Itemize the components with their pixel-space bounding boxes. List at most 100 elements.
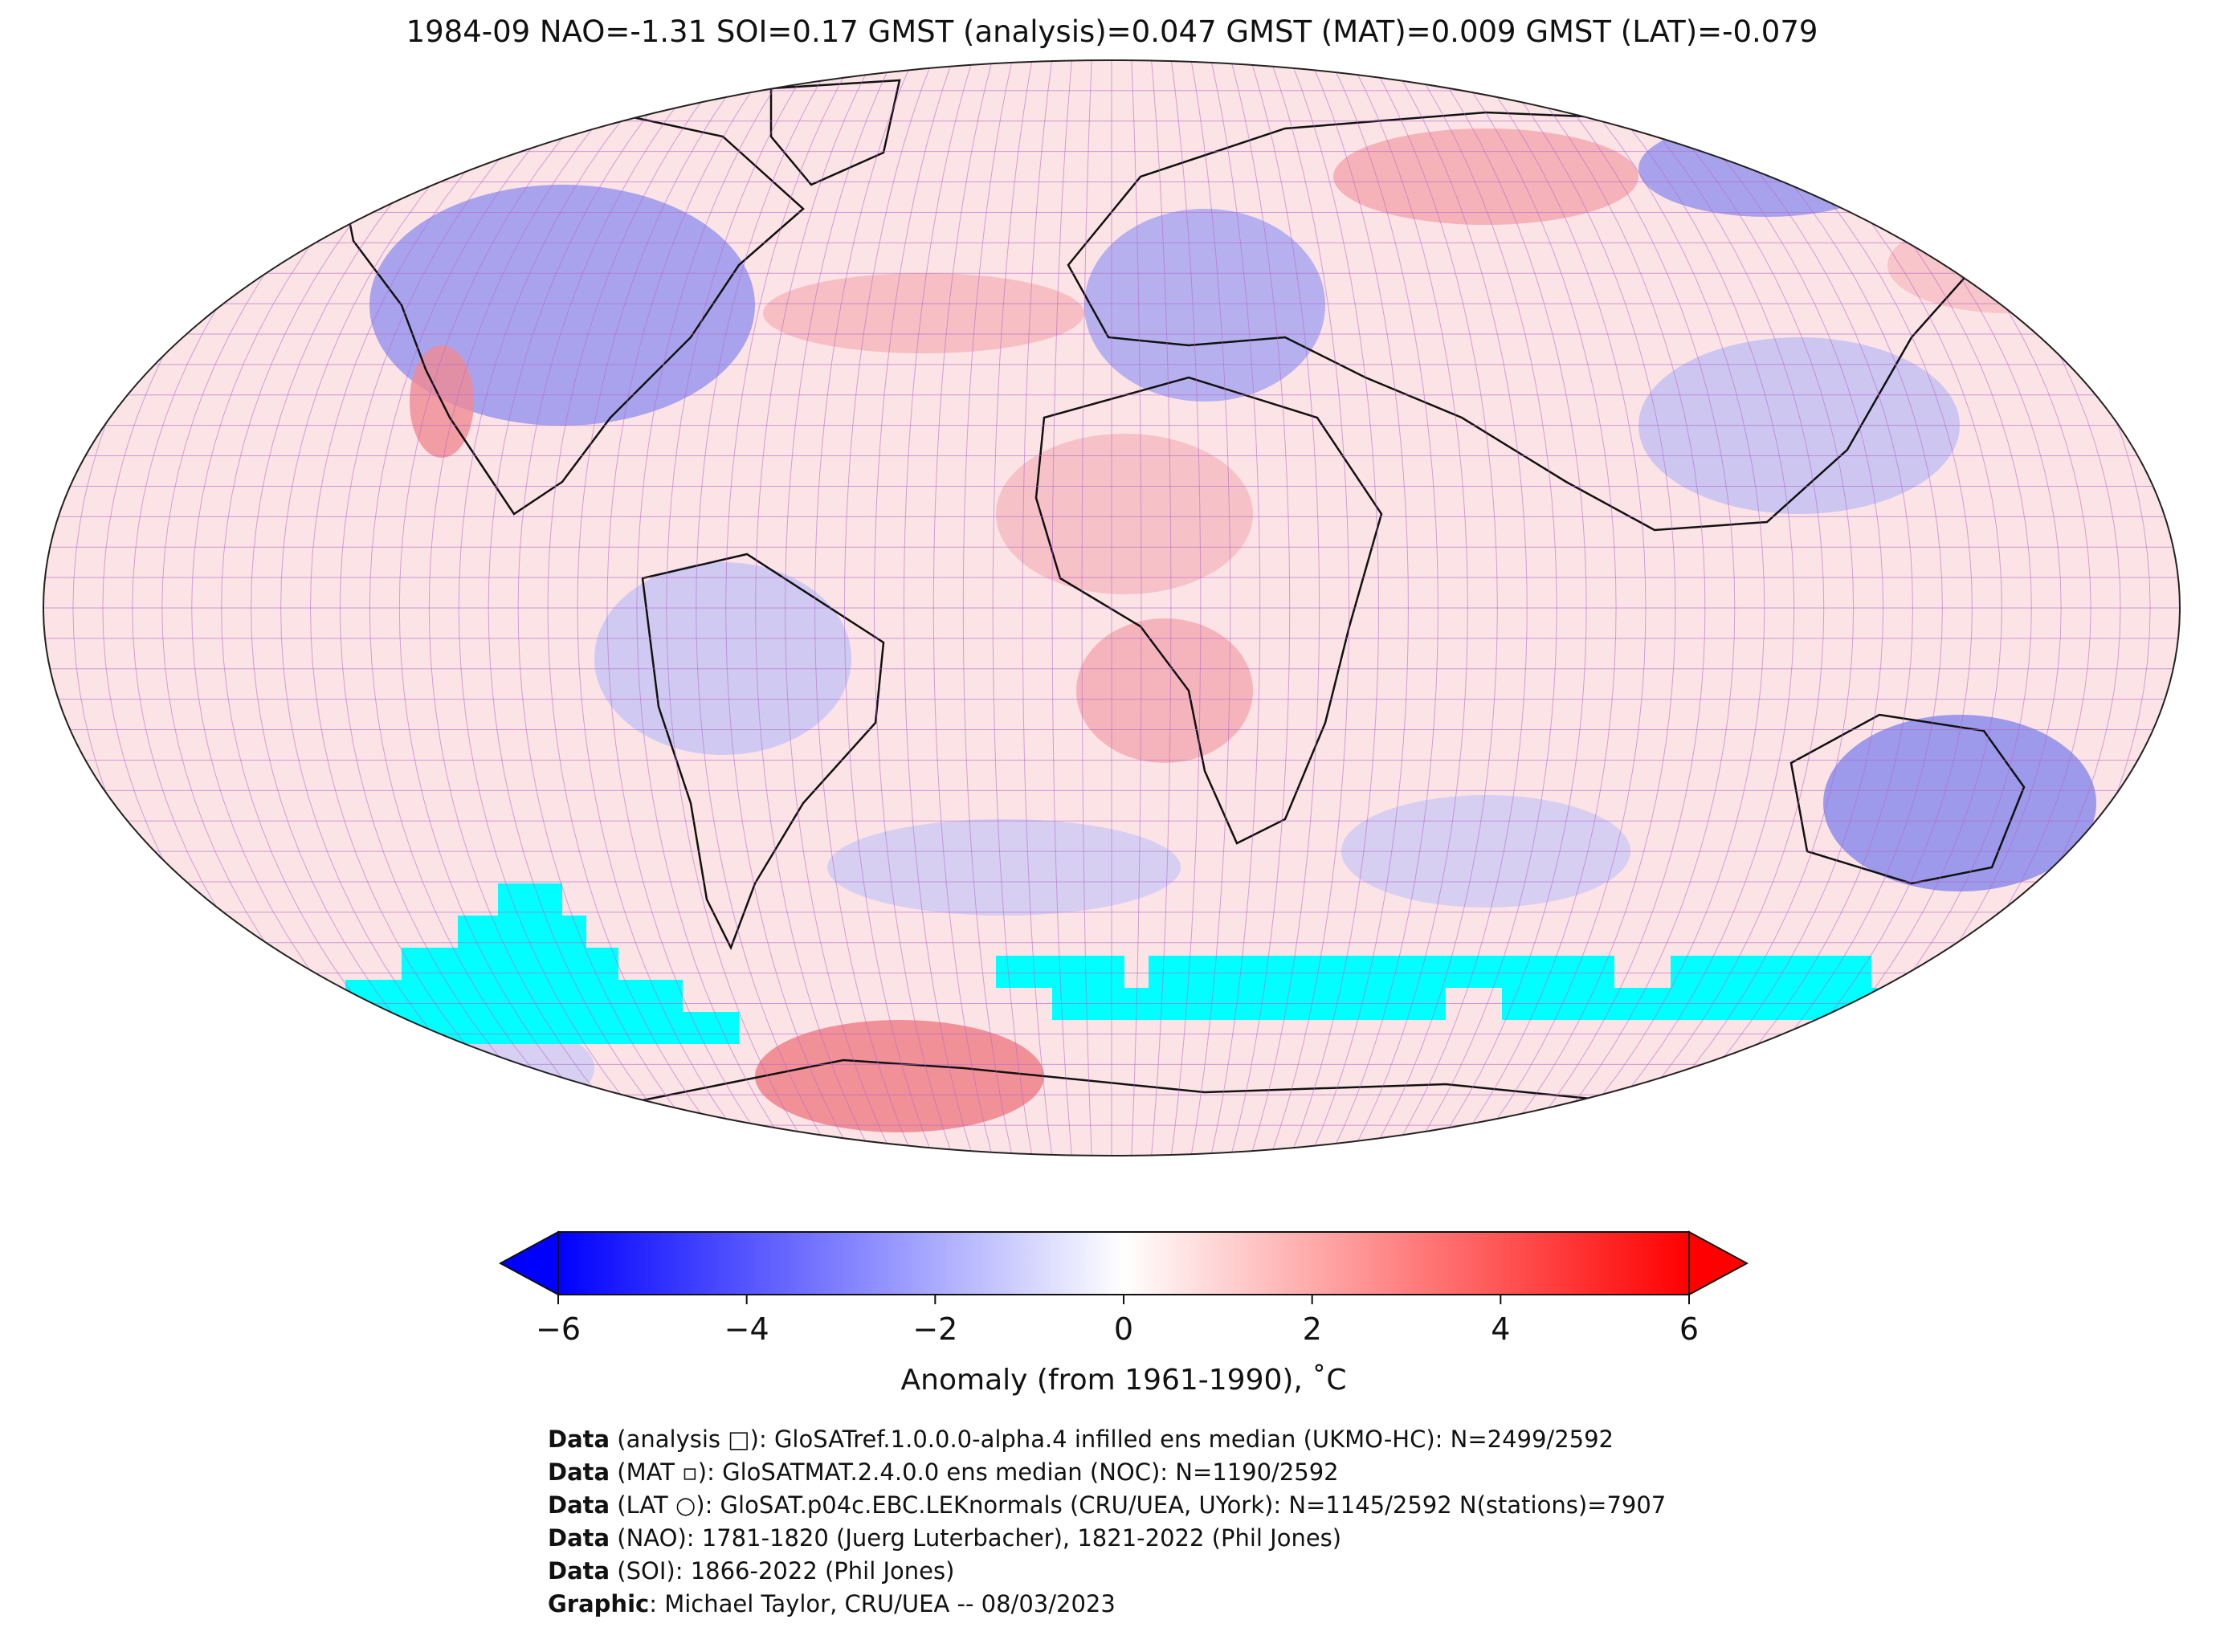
grid-meridian [992,60,1033,1156]
credit-key: Data [548,1491,610,1519]
grid-meridian [932,60,993,1156]
credit-text: (MAT ▫): GloSATMAT.2.4.0.0 ens median (N… [610,1458,1339,1486]
grid-meridian [814,60,913,1156]
colorbar-tick-label: −4 [724,1311,769,1347]
colorbar-ticks: −6 −4 −2 0 2 4 6 [536,1295,1699,1347]
map-boundary [43,59,2181,1156]
grid-meridian [517,60,714,1156]
grid-meridian [1668,60,1943,1156]
grid-meridian [398,60,635,1156]
credit-line: Data (MAT ▫): GloSATMAT.2.4.0.0 ens medi… [548,1456,1666,1489]
grid-meridian [725,60,854,1156]
grid-meridian [221,60,515,1156]
grid-meridian [1270,60,1350,1156]
credit-key: Data [548,1458,610,1486]
colorbar-tick-label: 4 [1491,1311,1510,1347]
grid-meridian [696,60,834,1156]
warm-anomaly-gulf-of-guinea [1076,618,1253,763]
grid-meridian [873,60,953,1156]
credit-text: (analysis □): GloSATref.1.0.0.0-alpha.4 … [610,1426,1614,1453]
australia-outline [1789,713,2026,885]
grid-meridian [1081,60,1092,1156]
grid-meridian [1310,60,1409,1156]
grid-meridian [488,60,694,1156]
credit-line: Data (LAT ○): GloSAT.p04c.EBC.LEKnormals… [548,1489,1666,1522]
grid-meridian [458,60,675,1156]
colorbar-tick-label: 0 [1114,1311,1133,1347]
grid-meridian [636,60,794,1156]
credit-key: Data [548,1426,610,1453]
credit-key: Data [548,1524,610,1552]
warm-anomaly-sahara [996,434,1253,594]
credit-text: (SOI): 1866-2022 (Phil Jones) [610,1557,955,1585]
missing-data-cell [1341,956,1486,988]
grid-meridian [1469,60,1647,1156]
credit-line: Data (SOI): 1866-2022 (Phil Jones) [548,1555,1666,1588]
colorbar-label: Anomaly (from 1961-1990), ˚C [901,1364,1347,1397]
africa-outline [1034,376,1383,845]
grid-meridian [1190,60,1231,1156]
cold-anomaly-australia [1823,715,2096,891]
cold-anomaly-europe [1084,209,1325,402]
grid-meridian [1251,60,1320,1156]
map-body [43,60,2180,1156]
colorbar-min-extend-arrow [498,1230,559,1296]
grid-meridian [785,60,893,1156]
grid-meridian [1489,60,1676,1156]
credit-text: : Michael Taylor, CRU/UEA -- 08/03/2023 [649,1590,1116,1617]
grid-meridian [1369,60,1498,1156]
credit-text: (NAO): 1781-1820 (Juerg Luterbacher), 18… [610,1524,1342,1552]
grid-meridian [577,60,754,1156]
grid-meridian [1509,60,1706,1156]
credit-text: (LAT ○): GloSAT.p04c.EBC.LEKnormals (CRU… [610,1491,1667,1519]
grid-meridian [1170,60,1202,1156]
grid-meridian [1569,60,1795,1156]
grid-meridian [1230,60,1291,1156]
grid-meridian [1549,60,1765,1156]
south-america-outline [641,553,885,951]
colorbar-tick-label: 2 [1303,1311,1322,1347]
colorbar-gradient [557,1231,1690,1295]
grid-meridian [428,60,655,1156]
grid-meridian [1629,60,1884,1156]
credit-line: Graphic: Michael Taylor, CRU/UEA -- 08/0… [548,1588,1666,1621]
warm-anomaly-antarctic-peninsula [755,1020,1044,1132]
grid-meridian [1529,60,1736,1156]
colorbar-max-extend-arrow [1688,1230,1749,1296]
credit-key: Graphic [548,1590,650,1617]
grid-meridian [843,60,933,1156]
grid-meridian [1349,60,1468,1156]
grid-meridian [962,60,1013,1156]
colorbar-tick-label: −2 [912,1311,957,1347]
credit-line: Data (analysis □): GloSATref.1.0.0.0-alp… [548,1423,1666,1456]
grid-meridian [1389,60,1528,1156]
grid-meridian [1648,60,1914,1156]
grid-meridian [903,60,973,1156]
grid-meridian [1688,60,1973,1156]
map-title: 1984-09 NAO=-1.31 SOI=0.17 GMST (analysi… [406,14,1818,49]
grid-meridian [1131,60,1142,1156]
credits-block: Data (analysis □): GloSATref.1.0.0.0-alp… [548,1423,1666,1621]
missing-data-cell [402,948,618,980]
grid-meridian [339,60,594,1156]
grid-meridian [280,60,555,1156]
grid-meridian [309,60,575,1156]
colorbar-tick-label: 6 [1679,1311,1699,1347]
grid-meridian [1410,60,1557,1156]
credit-key: Data [548,1557,610,1585]
grid-meridian [1330,60,1438,1156]
missing-data-cell [345,980,683,1012]
grid-meridian [1290,60,1380,1156]
cold-anomaly-south-atlantic [827,819,1181,916]
grid-meridian [666,60,814,1156]
missing-data-cell [1671,956,1871,988]
north-america-outline [336,103,805,516]
grid-meridian [606,60,774,1156]
grid-meridian [1210,60,1261,1156]
grid-meridian [547,60,734,1156]
grid-meridian [1589,60,1825,1156]
greenland-outline [769,79,901,186]
credit-line: Data (NAO): 1781-1820 (Juerg Luterbacher… [548,1522,1666,1555]
colorbar-tick-label: −6 [536,1311,581,1347]
